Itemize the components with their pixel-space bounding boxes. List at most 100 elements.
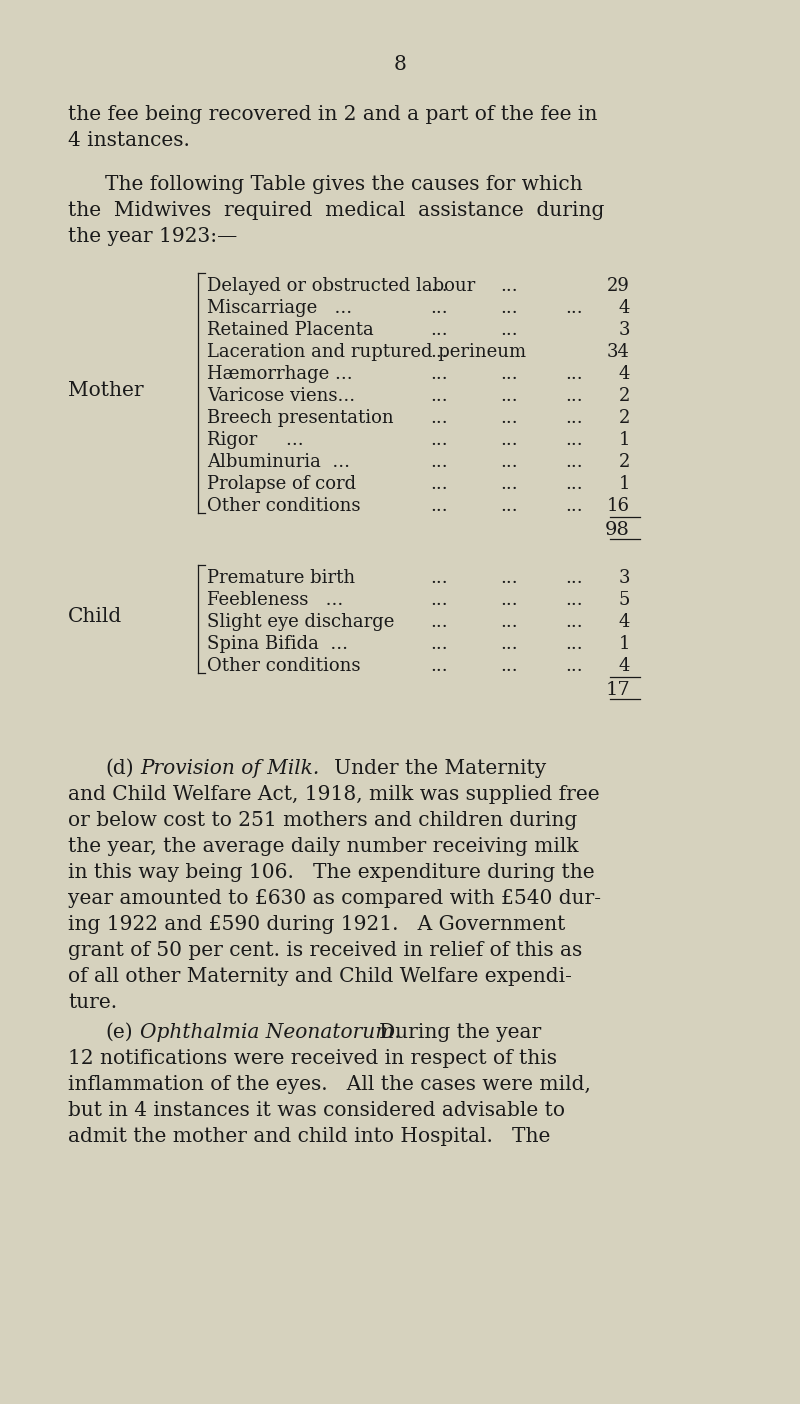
Text: Albuminuria  ...: Albuminuria ... [207,453,350,470]
Text: 29: 29 [607,277,630,295]
Text: ...: ... [430,614,448,630]
Text: grant of 50 per cent. is received in relief of this as: grant of 50 per cent. is received in rel… [68,941,582,960]
Text: ...: ... [430,277,448,295]
Text: ...: ... [500,365,518,383]
Text: 2: 2 [618,409,630,427]
Text: and Child Welfare Act, 1918, milk was supplied free: and Child Welfare Act, 1918, milk was su… [68,785,600,804]
Text: ...: ... [500,409,518,427]
Text: ...: ... [430,657,448,675]
Text: ...: ... [500,591,518,609]
Text: Spina Bifida  ...: Spina Bifida ... [207,635,348,653]
Text: ...: ... [565,365,582,383]
Text: Prolapse of cord: Prolapse of cord [207,475,356,493]
Text: Breech presentation: Breech presentation [207,409,394,427]
Text: The following Table gives the causes for which: The following Table gives the causes for… [105,176,582,194]
Text: ...: ... [430,365,448,383]
Text: ...: ... [430,322,448,338]
Text: ...: ... [430,409,448,427]
Text: Ophthalmia Neonatorum.: Ophthalmia Neonatorum. [140,1024,401,1042]
Text: ...: ... [500,614,518,630]
Text: Rigor     ...: Rigor ... [207,431,304,449]
Text: ...: ... [430,343,448,361]
Text: 1: 1 [618,635,630,653]
Text: the fee being recovered in 2 and a part of the fee in: the fee being recovered in 2 and a part … [68,105,598,124]
Text: (d): (d) [105,760,134,778]
Text: ...: ... [565,497,582,515]
Text: 4: 4 [618,657,630,675]
Text: the year, the average daily number receiving milk: the year, the average daily number recei… [68,837,578,856]
Text: During the year: During the year [360,1024,542,1042]
Text: 4: 4 [618,299,630,317]
Text: Child: Child [68,607,122,626]
Text: 12 notifications were received in respect of this: 12 notifications were received in respec… [68,1049,557,1068]
Text: ...: ... [430,388,448,404]
Text: 16: 16 [607,497,630,515]
Text: ...: ... [430,453,448,470]
Text: Feebleness   ...: Feebleness ... [207,591,343,609]
Text: 34: 34 [607,343,630,361]
Text: Retained Placenta: Retained Placenta [207,322,374,338]
Text: ...: ... [430,569,448,587]
Text: Under the Maternity: Under the Maternity [315,760,546,778]
Text: 4: 4 [618,614,630,630]
Text: Miscarriage   ...: Miscarriage ... [207,299,352,317]
Text: ...: ... [500,569,518,587]
Text: ...: ... [500,388,518,404]
Text: ...: ... [565,409,582,427]
Text: Premature birth: Premature birth [207,569,355,587]
Text: ...: ... [500,635,518,653]
Text: ...: ... [565,635,582,653]
Text: ...: ... [430,591,448,609]
Text: ...: ... [565,299,582,317]
Text: year amounted to £630 as compared with £540 dur-: year amounted to £630 as compared with £… [68,889,601,908]
Text: ...: ... [565,388,582,404]
Text: ...: ... [500,299,518,317]
Text: 1: 1 [618,475,630,493]
Text: ...: ... [430,635,448,653]
Text: ...: ... [565,614,582,630]
Text: ...: ... [500,322,518,338]
Text: but in 4 instances it was considered advisable to: but in 4 instances it was considered adv… [68,1101,565,1120]
Text: Hæmorrhage ...: Hæmorrhage ... [207,365,353,383]
Text: 5: 5 [618,591,630,609]
Text: ...: ... [430,431,448,449]
Text: ...: ... [430,475,448,493]
Text: 2: 2 [618,388,630,404]
Text: ...: ... [500,657,518,675]
Text: of all other Maternity and Child Welfare expendi-: of all other Maternity and Child Welfare… [68,967,572,986]
Text: or below cost to 251 mothers and children during: or below cost to 251 mothers and childre… [68,812,578,830]
Text: Delayed or obstructed labour: Delayed or obstructed labour [207,277,475,295]
Text: admit the mother and child into Hospital.   The: admit the mother and child into Hospital… [68,1127,550,1146]
Text: ...: ... [500,453,518,470]
Text: Laceration and ruptured perineum: Laceration and ruptured perineum [207,343,526,361]
Text: ...: ... [500,497,518,515]
Text: Provision of Milk.: Provision of Milk. [140,760,319,778]
Text: ...: ... [565,569,582,587]
Text: in this way being 106.   The expenditure during the: in this way being 106. The expenditure d… [68,863,594,882]
Text: ...: ... [430,299,448,317]
Text: Varicose viens...: Varicose viens... [207,388,355,404]
Text: 8: 8 [394,55,406,74]
Text: Slight eye discharge: Slight eye discharge [207,614,394,630]
Text: 17: 17 [606,681,630,699]
Text: ture.: ture. [68,993,117,1012]
Text: ...: ... [565,591,582,609]
Text: 3: 3 [618,322,630,338]
Text: ...: ... [565,475,582,493]
Text: 98: 98 [605,521,630,539]
Text: ...: ... [500,277,518,295]
Text: 1: 1 [618,431,630,449]
Text: the  Midwives  required  medical  assistance  during: the Midwives required medical assistance… [68,201,604,220]
Text: (e): (e) [105,1024,133,1042]
Text: ...: ... [565,657,582,675]
Text: 3: 3 [618,569,630,587]
Text: Mother: Mother [68,380,144,400]
Text: the year 1923:—: the year 1923:— [68,227,238,246]
Text: ...: ... [565,431,582,449]
Text: ing 1922 and £590 during 1921.   A Government: ing 1922 and £590 during 1921. A Governm… [68,915,566,934]
Text: 4: 4 [618,365,630,383]
Text: inflammation of the eyes.   All the cases were mild,: inflammation of the eyes. All the cases … [68,1075,591,1094]
Text: ...: ... [430,497,448,515]
Text: 2: 2 [618,453,630,470]
Text: Other conditions: Other conditions [207,657,361,675]
